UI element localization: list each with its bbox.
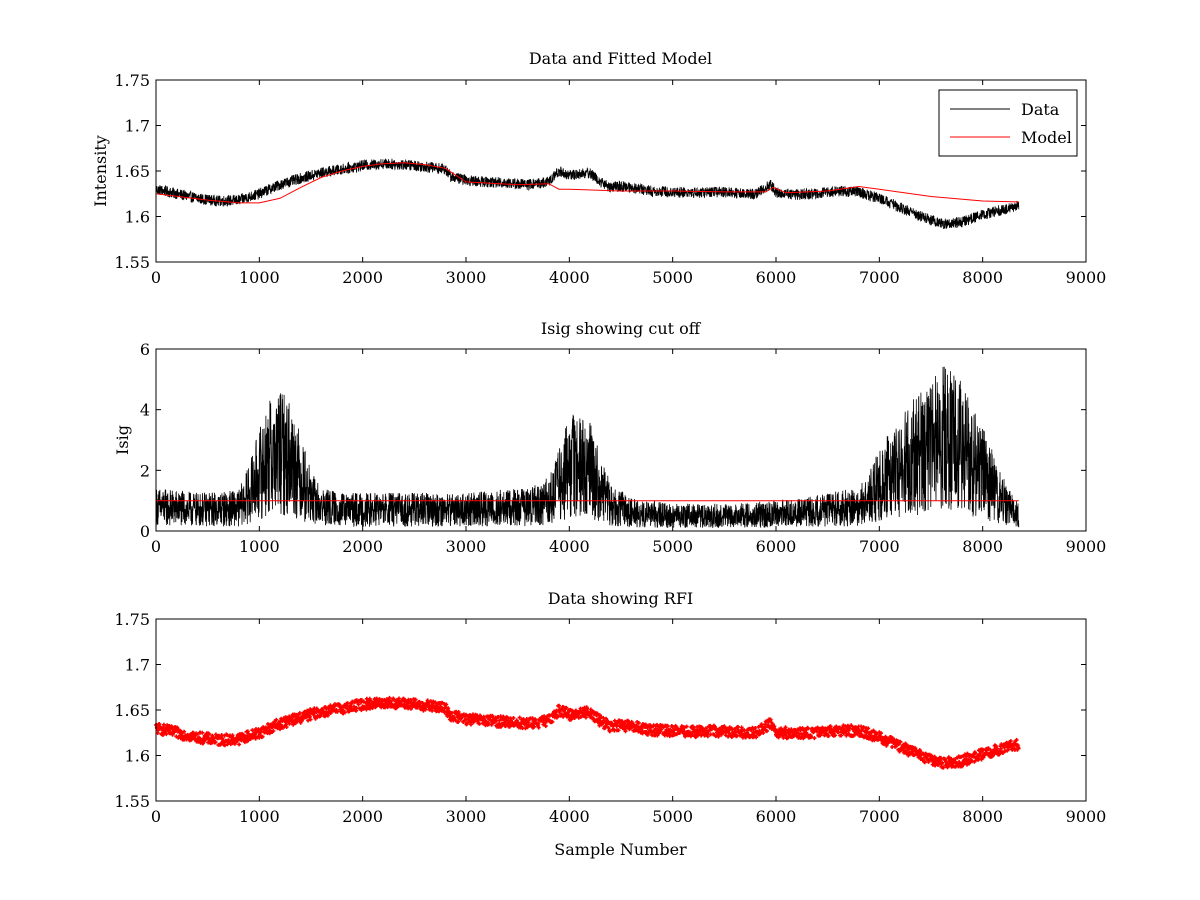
y-tick-label: 4 xyxy=(140,401,150,420)
x-tick-label: 0 xyxy=(151,807,161,826)
x-tick-label: 0 xyxy=(151,268,161,287)
y-axis-label: Intensity xyxy=(91,135,110,207)
y-tick-label: 1.55 xyxy=(114,253,150,272)
y-tick-label: 1.6 xyxy=(125,208,150,227)
legend-label-model: Model xyxy=(1021,128,1072,147)
legend-box xyxy=(938,89,1078,157)
x-tick-label: 2000 xyxy=(342,807,383,826)
series-data-line xyxy=(155,158,1020,230)
y-tick-label: 6 xyxy=(140,340,150,359)
x-tick-label: 4000 xyxy=(549,268,590,287)
x-tick-label: 3000 xyxy=(446,268,487,287)
x-tick-label: 4000 xyxy=(549,807,590,826)
plot-area xyxy=(155,158,1020,230)
x-tick-label: 8000 xyxy=(962,268,1003,287)
panel-title: Data showing RFI xyxy=(548,589,693,608)
panel-title: Data and Fitted Model xyxy=(529,49,712,68)
x-tick-label: 5000 xyxy=(652,268,693,287)
y-tick-label: 1.65 xyxy=(114,701,150,720)
x-tick-label: 6000 xyxy=(756,537,797,556)
y-tick-label: 1.75 xyxy=(114,71,150,90)
x-tick-label: 1000 xyxy=(239,537,280,556)
x-tick-label: 5000 xyxy=(652,537,693,556)
x-tick-label: 6000 xyxy=(756,268,797,287)
y-tick-label: 0 xyxy=(140,522,150,541)
x-tick-label: 7000 xyxy=(859,268,900,287)
y-tick-label: 1.7 xyxy=(125,117,150,136)
y-axis-label: Isig xyxy=(113,425,132,455)
x-axis-label: Sample Number xyxy=(554,840,687,859)
x-tick-label: 5000 xyxy=(652,807,693,826)
y-tick-label: 1.7 xyxy=(125,656,150,675)
panel-title: Isig showing cut off xyxy=(541,319,702,338)
x-tick-label: 8000 xyxy=(962,807,1003,826)
panel-isig-showing-cut-off: Isig showing cut off Isig 0 1000 2000 3000 4… xyxy=(113,319,1106,556)
x-tick-label: 1000 xyxy=(239,268,280,287)
x-tick-label: 1000 xyxy=(239,807,280,826)
x-tick-label: 9000 xyxy=(1066,268,1107,287)
y-tick-label: 2 xyxy=(140,461,150,480)
x-tick-label: 2000 xyxy=(342,268,383,287)
axis-ticks: 0 1000 2000 3000 4000 5000 6000 7000 8000 9000 1.5… xyxy=(114,71,1106,287)
axis-ticks: 0 1000 2000 3000 4000 5000 6000 7000 8000 9000 0 2 4… xyxy=(140,340,1107,556)
x-tick-label: 3000 xyxy=(446,537,487,556)
x-tick-label: 9000 xyxy=(1066,537,1107,556)
y-tick-label: 1.65 xyxy=(114,162,150,181)
x-tick-label: 7000 xyxy=(859,537,900,556)
axis-ticks: 0 1000 2000 3000 4000 5000 6000 7000 8000 9000 1.5… xyxy=(114,610,1106,826)
plot-area xyxy=(155,366,1020,528)
legend: Data Model xyxy=(938,89,1078,157)
series-series-0-line xyxy=(155,366,1020,528)
x-tick-label: 0 xyxy=(151,537,161,556)
y-tick-label: 1.6 xyxy=(125,747,150,766)
y-tick-label: 1.55 xyxy=(114,792,150,811)
panel-data-and-fitted-model: Data and Fitted Model Intensity 0 1000 200… xyxy=(91,49,1106,287)
series-model-line xyxy=(155,162,1019,204)
legend-label-data: Data xyxy=(1021,100,1060,119)
panel-data-showing-rfi: Data showing RFI 0 1000 2000 3000 4000 5000 60… xyxy=(114,589,1106,859)
x-tick-label: 9000 xyxy=(1066,807,1107,826)
x-tick-label: 4000 xyxy=(549,537,590,556)
x-tick-label: 8000 xyxy=(962,537,1003,556)
x-tick-label: 2000 xyxy=(342,537,383,556)
x-tick-label: 3000 xyxy=(446,807,487,826)
axes-frame xyxy=(155,348,1087,532)
x-tick-label: 7000 xyxy=(859,807,900,826)
y-tick-label: 1.75 xyxy=(114,610,150,629)
x-tick-label: 6000 xyxy=(756,807,797,826)
